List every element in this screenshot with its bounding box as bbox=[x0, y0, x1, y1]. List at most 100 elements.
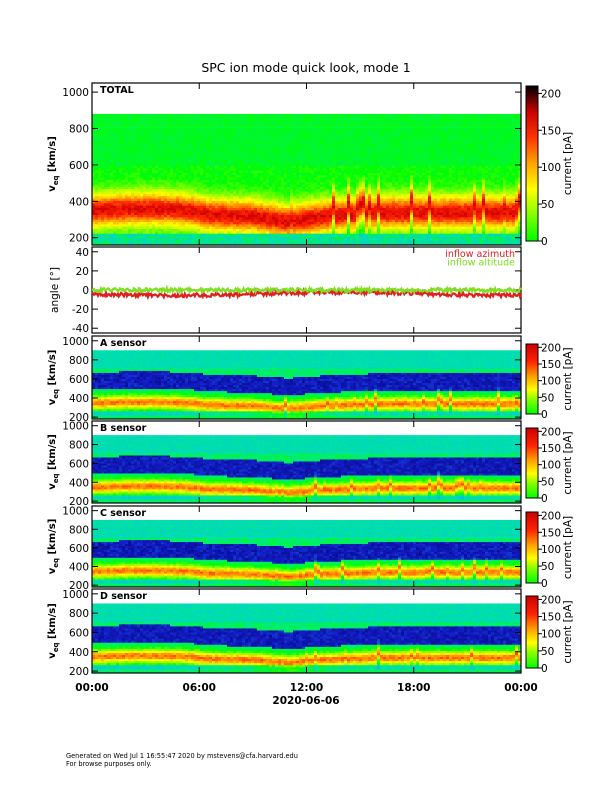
heatmap-cell bbox=[221, 195, 225, 199]
heatmap-cell bbox=[263, 207, 267, 211]
heatmap-cell bbox=[275, 221, 279, 225]
heatmap-cell bbox=[287, 214, 291, 218]
heatmap-cell bbox=[335, 237, 339, 241]
heatmap-cell bbox=[149, 149, 153, 152]
heatmap-cell bbox=[293, 212, 297, 215]
heatmap-cell bbox=[221, 219, 225, 222]
heatmap-cell bbox=[260, 165, 264, 169]
heatmap-cell bbox=[311, 142, 315, 145]
heatmap-cell bbox=[212, 181, 216, 185]
heatmap-cell bbox=[137, 235, 141, 239]
heatmap-cell bbox=[344, 179, 348, 183]
heatmap-cell bbox=[179, 144, 183, 148]
heatmap-cell bbox=[182, 207, 186, 211]
heatmap-cell bbox=[266, 144, 270, 148]
heatmap-cell bbox=[209, 212, 213, 215]
heatmap-cell bbox=[251, 216, 255, 220]
heatmap-cell bbox=[200, 212, 204, 215]
heatmap-cell bbox=[236, 170, 240, 173]
heatmap-cell bbox=[314, 125, 318, 129]
heatmap-cell bbox=[113, 181, 117, 185]
heatmap-cell bbox=[95, 242, 99, 246]
heatmap-cell bbox=[155, 195, 159, 199]
heatmap-cell bbox=[317, 158, 321, 162]
heatmap-cell bbox=[203, 200, 207, 204]
heatmap-cell bbox=[209, 172, 213, 176]
heatmap-cell bbox=[95, 179, 99, 183]
heatmap-cell bbox=[281, 214, 285, 218]
heatmap-cell bbox=[110, 235, 114, 239]
heatmap-cell bbox=[110, 233, 114, 237]
heatmap-cell bbox=[272, 132, 276, 136]
heatmap-cell bbox=[158, 191, 162, 194]
heatmap-cell bbox=[341, 144, 345, 148]
heatmap-cell bbox=[149, 205, 153, 208]
heatmap-cell bbox=[125, 177, 129, 180]
heatmap-cell bbox=[182, 167, 186, 171]
heatmap-cell bbox=[299, 216, 303, 220]
heatmap-cell bbox=[323, 158, 327, 162]
heatmap-cell bbox=[353, 153, 357, 157]
heatmap-cell bbox=[146, 170, 150, 173]
heatmap-cell bbox=[239, 202, 243, 206]
heatmap-cell bbox=[275, 120, 279, 124]
heatmap-cell bbox=[284, 123, 288, 127]
heatmap-cell bbox=[227, 237, 231, 241]
heatmap-cell bbox=[95, 193, 99, 197]
heatmap-cell bbox=[281, 240, 285, 244]
heatmap-cell bbox=[350, 179, 354, 183]
heatmap-cell bbox=[116, 221, 120, 225]
heatmap-cell bbox=[311, 219, 315, 222]
heatmap-cell bbox=[206, 153, 210, 157]
heatmap-cell bbox=[254, 230, 258, 234]
heatmap-cell bbox=[350, 120, 354, 124]
heatmap-cell bbox=[320, 191, 324, 194]
heatmap-cell bbox=[305, 127, 309, 131]
heatmap-cell bbox=[137, 149, 141, 152]
heatmap-cell bbox=[248, 137, 252, 141]
heatmap-cell bbox=[338, 242, 342, 246]
heatmap-cell bbox=[311, 139, 315, 143]
heatmap-cell bbox=[266, 123, 270, 127]
heatmap-cell bbox=[263, 219, 267, 222]
heatmap-cell bbox=[332, 200, 336, 204]
heatmap-cell bbox=[344, 135, 348, 138]
heatmap-cell bbox=[182, 113, 186, 117]
heatmap-cell bbox=[278, 242, 282, 246]
heatmap-cell bbox=[122, 142, 126, 145]
heatmap-cell bbox=[185, 167, 189, 171]
heatmap-cell bbox=[269, 230, 273, 234]
heatmap-cell bbox=[266, 137, 270, 141]
heatmap-cell bbox=[320, 242, 324, 246]
heatmap-cell bbox=[137, 214, 141, 218]
heatmap-cell bbox=[269, 151, 273, 155]
heatmap-cell bbox=[221, 207, 225, 211]
heatmap-cell bbox=[230, 149, 234, 152]
heatmap-cell bbox=[314, 160, 318, 164]
heatmap-cell bbox=[176, 240, 180, 244]
heatmap-cell bbox=[113, 205, 117, 208]
heatmap-cell bbox=[173, 212, 177, 215]
heatmap-cell bbox=[155, 198, 159, 201]
heatmap-cell bbox=[164, 149, 168, 152]
heatmap-cell bbox=[254, 156, 258, 159]
heatmap-cell bbox=[101, 237, 105, 241]
heatmap-cell bbox=[275, 195, 279, 199]
heatmap-cell bbox=[224, 200, 228, 204]
heatmap-cell bbox=[92, 207, 96, 211]
heatmap-cell bbox=[224, 235, 228, 239]
heatmap-cell bbox=[119, 223, 123, 227]
heatmap-cell bbox=[212, 174, 216, 178]
heatmap-cell bbox=[209, 139, 213, 143]
heatmap-cell bbox=[272, 170, 276, 173]
heatmap-cell bbox=[335, 179, 339, 183]
heatmap-cell bbox=[236, 132, 240, 136]
heatmap-cell bbox=[257, 219, 261, 222]
heatmap-cell bbox=[281, 135, 285, 138]
heatmap-cell bbox=[269, 212, 273, 215]
heatmap-cell bbox=[176, 237, 180, 241]
heatmap-cell bbox=[104, 156, 108, 159]
heatmap-cell bbox=[260, 149, 264, 152]
heatmap-cell bbox=[302, 205, 306, 208]
heatmap-cell bbox=[203, 167, 207, 171]
